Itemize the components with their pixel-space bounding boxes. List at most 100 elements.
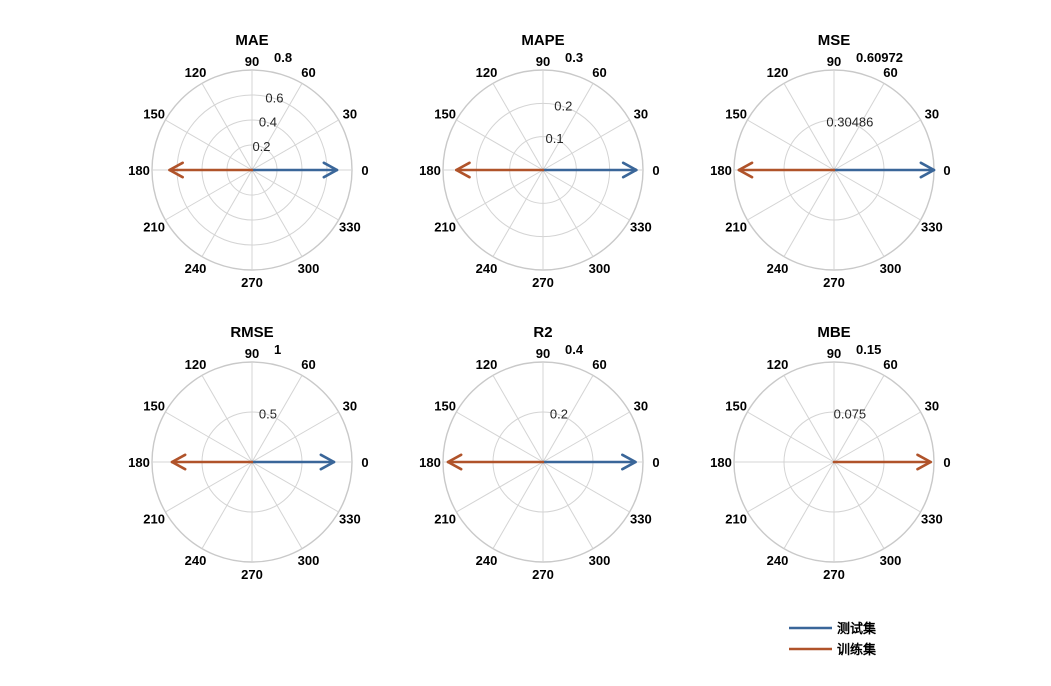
theta-tick-label: 270 xyxy=(241,567,263,582)
spoke-line xyxy=(251,169,303,257)
polar-panel-mape: 0 30 60 90 120 150 180 210 240 270 300 330 0.1 0.2 0.3… xyxy=(419,32,659,290)
spoke-line xyxy=(833,119,921,171)
spoke-line xyxy=(492,169,544,257)
legend-label-train: 训练集 xyxy=(837,642,877,658)
r-tick-label: 0.1 xyxy=(546,131,564,146)
theta-tick-label: 240 xyxy=(185,553,207,568)
polar-panel-mbe: 0 30 60 90 120 150 180 210 240 270 300 330 0.075 0.15… xyxy=(710,324,950,582)
theta-tick-label: 270 xyxy=(823,275,845,290)
spoke-line xyxy=(251,119,339,171)
r-tick-label: 0.2 xyxy=(554,99,572,114)
spoke-line xyxy=(251,411,339,463)
spoke-line xyxy=(783,83,835,171)
arrow-r2-0 xyxy=(541,453,637,471)
theta-tick-label: 120 xyxy=(476,357,498,372)
r-tick-label: 0.2 xyxy=(550,407,568,422)
spoke-line xyxy=(542,411,630,463)
theta-tick-label: 330 xyxy=(921,220,943,235)
arrow-head xyxy=(446,453,463,471)
spoke-line xyxy=(542,83,594,171)
theta-tick-label: 120 xyxy=(185,65,207,80)
theta-tick-label: 90 xyxy=(536,346,550,361)
spoke-line xyxy=(201,169,253,257)
theta-tick-label: 120 xyxy=(476,65,498,80)
theta-tick-label: 60 xyxy=(592,65,606,80)
theta-tick-label: 180 xyxy=(710,455,732,470)
arrow-rmse-1 xyxy=(170,453,254,471)
theta-tick-label: 210 xyxy=(143,512,165,527)
r-tick-label: 0.075 xyxy=(834,407,867,422)
legend-label-test: 测试集 xyxy=(837,621,877,637)
arrow-head xyxy=(319,453,336,471)
theta-tick-label: 210 xyxy=(434,512,456,527)
theta-tick-label: 240 xyxy=(476,553,498,568)
r-tick-label: 1 xyxy=(274,342,281,357)
panel-title-mae: MAE xyxy=(235,32,268,49)
theta-tick-label: 270 xyxy=(241,275,263,290)
theta-tick-label: 270 xyxy=(532,567,554,582)
r-tick-label: 0.5 xyxy=(259,407,277,422)
theta-tick-label: 300 xyxy=(298,553,320,568)
arrow-mse-1 xyxy=(737,161,836,179)
theta-tick-label: 210 xyxy=(725,512,747,527)
legend-entry-test: 测试集 xyxy=(789,621,877,637)
theta-tick-label: 330 xyxy=(630,512,652,527)
r-tick-label: 0.60972 xyxy=(856,50,903,65)
panel-title-rmse: RMSE xyxy=(230,324,273,341)
polar-panel-r2: 0 30 60 90 120 150 180 210 240 270 300 330 0.2 0.4 R2 xyxy=(419,324,659,582)
arrow-r2-1 xyxy=(446,453,545,471)
spoke-line xyxy=(456,411,544,463)
theta-tick-label: 30 xyxy=(343,399,357,414)
theta-tick-label: 300 xyxy=(589,261,611,276)
arrow-head xyxy=(737,161,754,179)
theta-tick-label: 270 xyxy=(532,275,554,290)
spoke-line xyxy=(747,411,835,463)
theta-tick-label: 150 xyxy=(434,107,456,122)
r-tick-label: 0.8 xyxy=(274,50,292,65)
r-tick-label: 0.4 xyxy=(565,342,584,357)
legend: 测试集 训练集 xyxy=(789,621,877,658)
r-tick-label: 0.3 xyxy=(565,50,583,65)
polar-panel-mae: 0 30 60 90 120 150 180 210 240 270 300 330 0.2 0.4 0.6… xyxy=(128,32,368,290)
theta-tick-label: 60 xyxy=(592,357,606,372)
theta-tick-label: 120 xyxy=(185,357,207,372)
theta-tick-label: 270 xyxy=(823,567,845,582)
theta-tick-label: 120 xyxy=(767,357,789,372)
spoke-line xyxy=(747,461,835,513)
spoke-line xyxy=(783,461,835,549)
r-tick-label: 0.6 xyxy=(265,91,283,106)
spoke-line xyxy=(165,119,253,171)
spoke-line xyxy=(251,169,339,221)
theta-tick-label: 0 xyxy=(361,455,368,470)
legend-entry-train: 训练集 xyxy=(789,642,877,658)
spoke-line xyxy=(456,461,544,513)
arrow-head xyxy=(621,161,638,179)
spoke-line xyxy=(492,375,544,463)
theta-tick-label: 30 xyxy=(925,399,939,414)
theta-tick-label: 150 xyxy=(434,399,456,414)
theta-tick-label: 240 xyxy=(476,261,498,276)
spoke-line xyxy=(833,411,921,463)
spoke-line xyxy=(833,461,885,549)
arrow-head xyxy=(170,453,187,471)
theta-tick-label: 300 xyxy=(880,553,902,568)
theta-tick-label: 60 xyxy=(883,65,897,80)
spoke-line xyxy=(492,461,544,549)
spoke-line xyxy=(747,119,835,171)
r-tick-label: 0.15 xyxy=(856,342,881,357)
theta-tick-label: 30 xyxy=(925,107,939,122)
theta-tick-label: 180 xyxy=(710,163,732,178)
spoke-line xyxy=(542,461,594,549)
spoke-line xyxy=(165,461,253,513)
theta-tick-label: 60 xyxy=(301,65,315,80)
spoke-line xyxy=(251,461,303,549)
theta-tick-label: 210 xyxy=(143,220,165,235)
spoke-line xyxy=(833,375,885,463)
theta-tick-label: 0 xyxy=(652,163,659,178)
spoke-line xyxy=(492,83,544,171)
r-tick-label: 0.4 xyxy=(259,115,277,130)
theta-tick-label: 180 xyxy=(419,163,441,178)
spoke-line xyxy=(542,119,630,171)
spoke-line xyxy=(833,461,921,513)
